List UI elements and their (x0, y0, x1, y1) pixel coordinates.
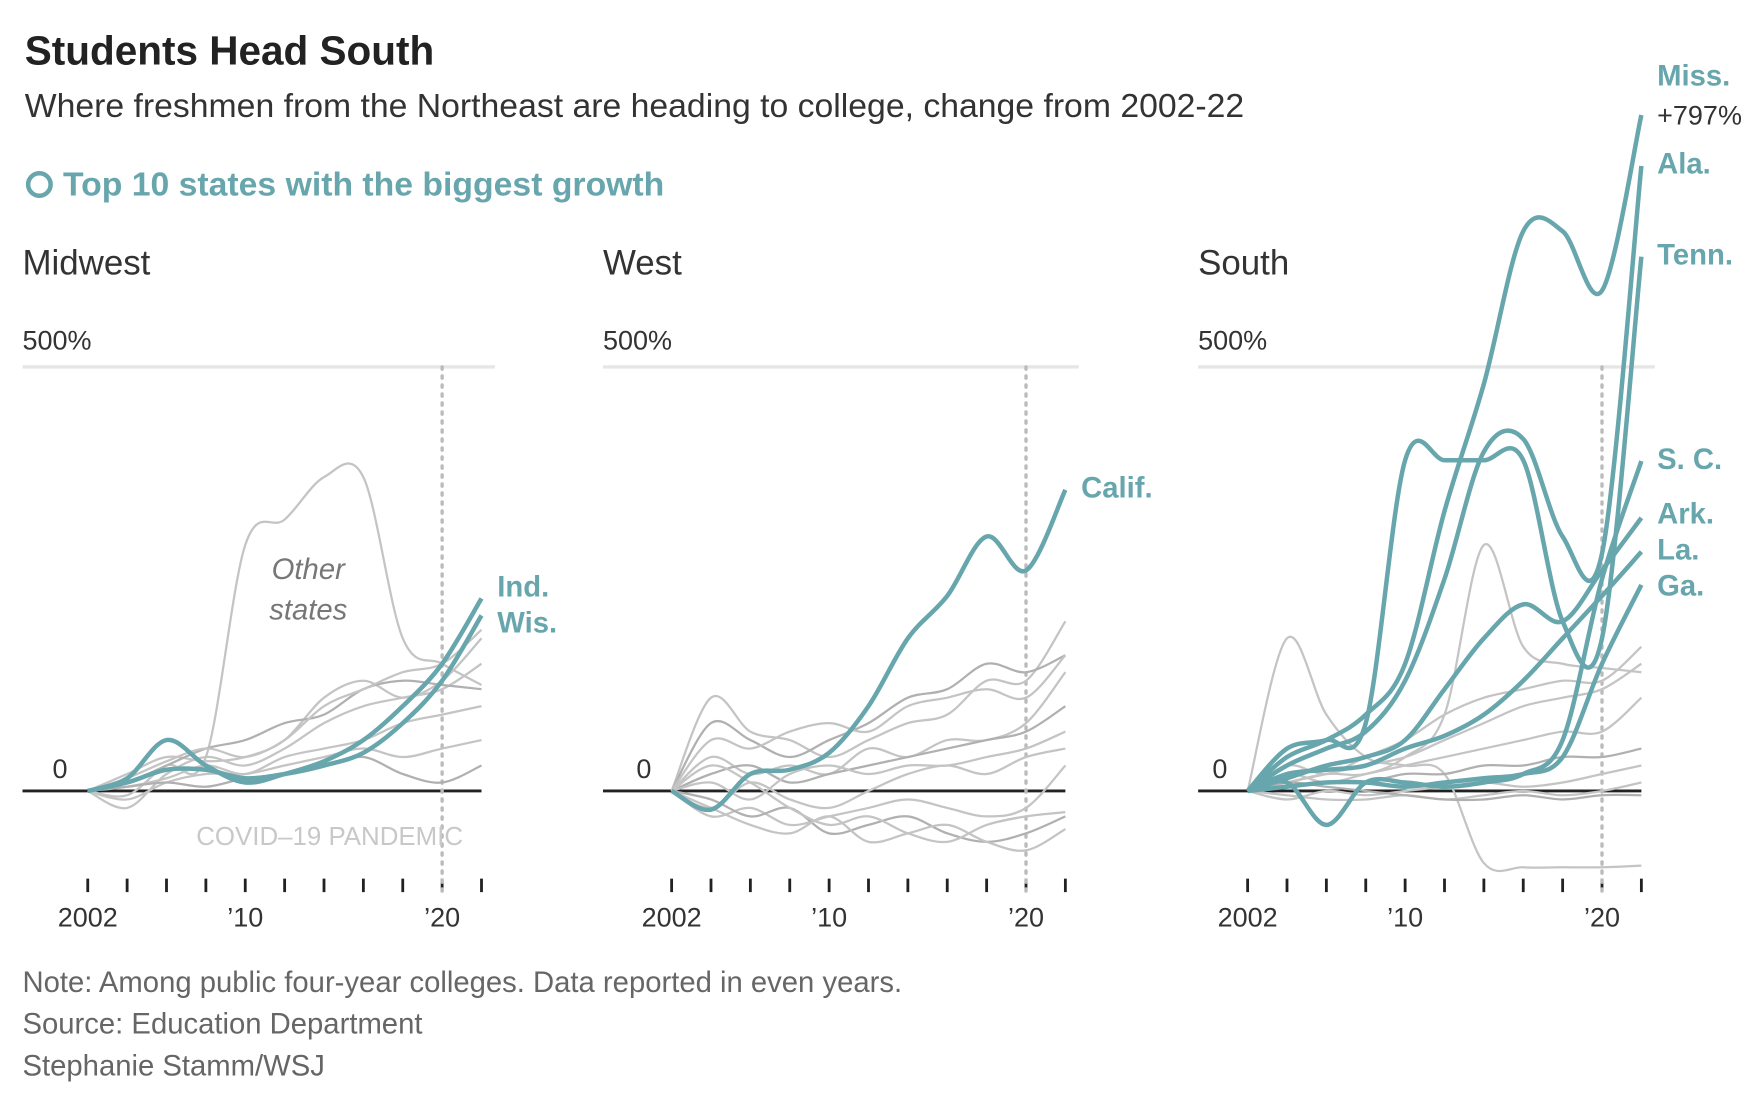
y-tick-label: 500% (603, 325, 672, 355)
y-tick-label: 500% (23, 325, 92, 355)
series-label: Ga. (1657, 570, 1704, 602)
x-tick-label: ’10 (1387, 902, 1423, 932)
other-line (87, 628, 483, 793)
series-label: Calif. (1081, 473, 1153, 505)
series-label: Ark. (1657, 498, 1714, 530)
highlight-line (1245, 256, 1644, 793)
highlight-line (1246, 165, 1644, 793)
highlight-line (87, 614, 484, 794)
x-tick-label: 2002 (58, 902, 118, 932)
x-tick-label: ’20 (1008, 902, 1044, 932)
series-label: Ala. (1657, 149, 1711, 181)
series-label: S. C. (1657, 444, 1722, 476)
y-tick-label: 500% (1198, 325, 1267, 355)
value-label: +797% (1657, 100, 1742, 130)
panel-title: Midwest (23, 244, 151, 283)
other-line (671, 789, 1066, 852)
other-line (670, 671, 1067, 792)
chart-title: Students Head South (25, 28, 435, 74)
panel-title: West (603, 244, 682, 283)
note: Note: Among public four-year colleges. D… (23, 967, 903, 999)
source: Source: Education Department (23, 1009, 423, 1041)
legend-marker (25, 171, 53, 198)
annotation: states (269, 595, 347, 627)
other-line (670, 764, 1066, 844)
highlight-line (1246, 550, 1644, 794)
other-line (671, 789, 1066, 843)
x-tick-label: 2002 (1218, 902, 1278, 932)
series-label: La. (1657, 534, 1699, 566)
highlight-line (670, 488, 1068, 813)
other-line (87, 738, 482, 801)
other-line (1246, 635, 1642, 873)
y-tick-label: 0 (636, 754, 651, 784)
other-line (670, 654, 1066, 792)
other-line (670, 620, 1067, 792)
series-label: Miss. (1657, 61, 1730, 93)
series-label: Tenn. (1657, 239, 1733, 271)
event-label: COVID–19 PANDEMIC (196, 823, 463, 851)
other-line (87, 637, 483, 792)
series-label: Ind. (497, 572, 549, 604)
legend-label: Top 10 states with the biggest growth (63, 166, 664, 204)
x-tick-label: ’20 (424, 902, 460, 932)
other-line (671, 747, 1066, 810)
other-line (671, 705, 1066, 792)
other-line (670, 764, 1067, 827)
x-tick-label: ’10 (811, 902, 847, 932)
other-line (87, 705, 482, 793)
chart-subtitle: Where freshmen from the Northeast are he… (25, 87, 1244, 125)
highlight-line (1247, 583, 1644, 794)
x-tick-label: ’20 (1584, 902, 1620, 932)
y-tick-label: 0 (52, 754, 67, 784)
highlight-line (1246, 460, 1644, 828)
other-line (87, 462, 483, 798)
annotation: Other (272, 554, 346, 586)
x-tick-label: ’10 (227, 902, 263, 932)
other-line (671, 730, 1066, 801)
y-tick-label: 0 (1212, 754, 1227, 784)
credit: Stephanie Stamm/WSJ (23, 1050, 325, 1082)
highlight-line (1246, 516, 1644, 794)
other-line (670, 654, 1067, 792)
series-label: Wis. (497, 608, 557, 640)
x-tick-label: 2002 (642, 902, 702, 932)
panel-title: South (1198, 244, 1289, 283)
